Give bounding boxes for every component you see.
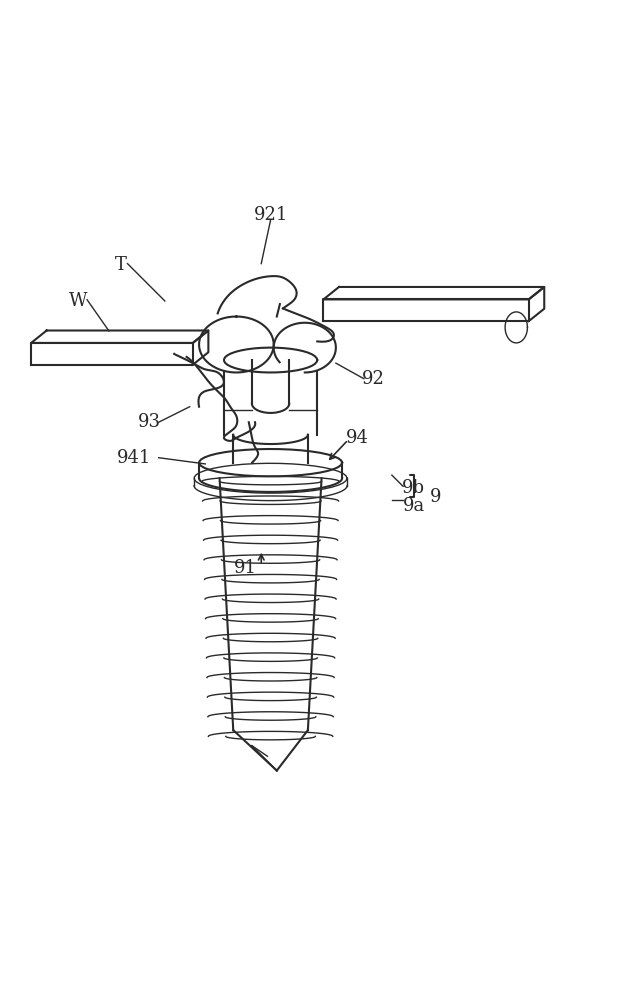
- Text: 91: 91: [234, 559, 257, 577]
- Text: T: T: [115, 256, 128, 274]
- Text: 921: 921: [253, 206, 288, 224]
- Text: 941: 941: [116, 449, 151, 467]
- Text: W: W: [68, 292, 87, 310]
- Text: 93: 93: [138, 413, 160, 431]
- Text: 9a: 9a: [402, 497, 425, 515]
- Text: 92: 92: [362, 370, 384, 388]
- Text: 9b: 9b: [402, 479, 425, 497]
- Text: 94: 94: [346, 429, 369, 447]
- Text: 9: 9: [430, 488, 441, 506]
